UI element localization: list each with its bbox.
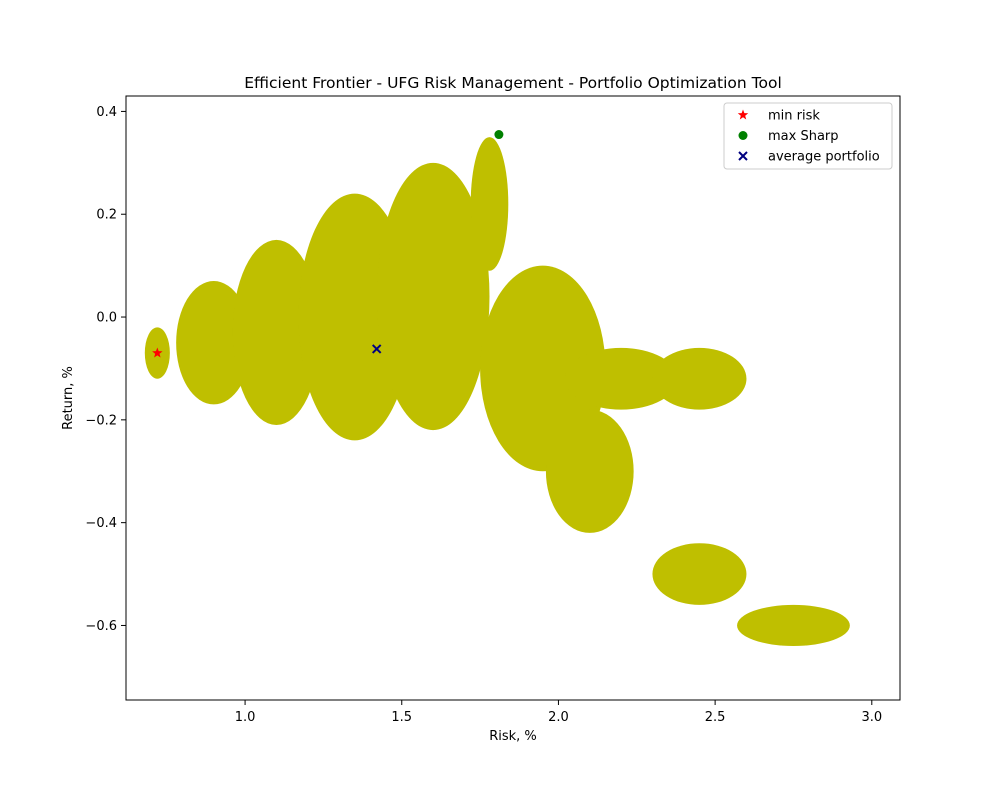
- y-axis: 0.4 0.2 0.0 −0.2 −0.4 −0.6: [85, 105, 126, 634]
- portfolio-cluster: [176, 281, 252, 405]
- y-tick-label: 0.4: [96, 105, 117, 120]
- y-tick-label: −0.6: [85, 619, 117, 634]
- y-tick-label: 0.2: [96, 208, 117, 223]
- plot-frame: [125, 95, 901, 701]
- y-tick-label: −0.2: [85, 413, 117, 428]
- average-portfolio-point: [371, 344, 382, 354]
- legend-star-marker: [737, 109, 749, 120]
- x-tick-label: 1.5: [391, 710, 412, 725]
- portfolio-cluster: [652, 543, 747, 605]
- legend-label: min risk: [768, 109, 820, 124]
- x-axis-title: Risk, %: [489, 729, 537, 744]
- x-tick-label: 1.0: [235, 710, 256, 725]
- portfolio-cluster: [737, 604, 850, 647]
- x-tick-label: 3.0: [861, 710, 882, 725]
- y-axis-title: Return, %: [61, 366, 76, 430]
- highlight-markers: [152, 130, 504, 358]
- max-sharp-point: [494, 130, 504, 140]
- portfolio-cluster: [376, 162, 490, 431]
- chart-title: Efficient Frontier - UFG Risk Management…: [244, 74, 782, 92]
- portfolio-cluster: [652, 347, 747, 410]
- min-risk-point: [152, 347, 163, 358]
- portfolio-cloud: [144, 137, 850, 647]
- x-axis: 1.0 1.5 2.0 2.5 3.0: [235, 700, 882, 725]
- legend-frame: [723, 102, 893, 170]
- legend-label: average portfolio: [768, 150, 880, 165]
- portfolio-cluster: [545, 409, 634, 533]
- y-tick-label: −0.4: [85, 516, 117, 531]
- legend-x-marker: [738, 151, 748, 161]
- portfolio-cluster: [564, 347, 678, 410]
- legend-circle-marker: [738, 131, 748, 140]
- portfolio-cluster: [470, 137, 509, 271]
- legend-label: max Sharp: [768, 129, 839, 144]
- x-tick-label: 2.5: [705, 710, 726, 725]
- x-tick-label: 2.0: [548, 710, 569, 725]
- y-tick-label: 0.0: [96, 311, 117, 326]
- legend: min risk max Sharp average portfolio: [723, 102, 893, 170]
- portfolio-cluster: [232, 239, 321, 425]
